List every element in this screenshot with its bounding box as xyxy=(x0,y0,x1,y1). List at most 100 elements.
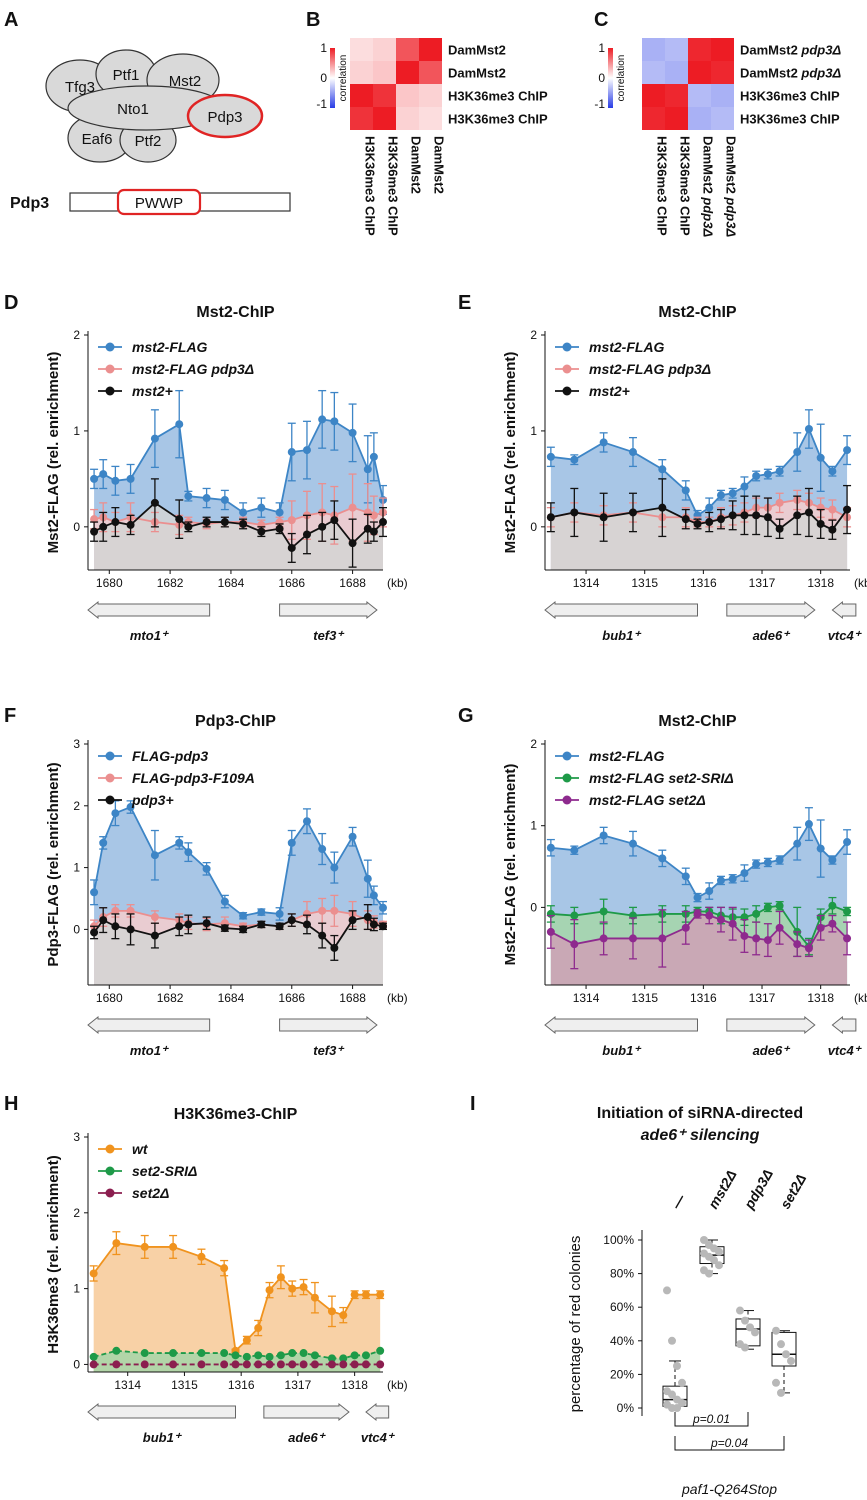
gene-label: mto1⁺ xyxy=(130,1043,170,1058)
data-point xyxy=(678,1398,686,1407)
data-point xyxy=(658,503,667,512)
data-point xyxy=(379,903,387,912)
subunit-label-tfg3: Tfg3 xyxy=(65,79,95,96)
data-point xyxy=(90,474,99,483)
legend-marker xyxy=(562,386,572,396)
legend-marker xyxy=(105,1166,115,1176)
subunit-label-nto1: Nto1 xyxy=(117,101,149,118)
data-point xyxy=(302,920,311,929)
data-point xyxy=(787,1356,795,1365)
data-point xyxy=(763,470,772,479)
data-point xyxy=(339,1360,348,1369)
heatmap-cell xyxy=(396,107,419,130)
subunit-label-pdp3: Pdp3 xyxy=(207,109,242,126)
data-point xyxy=(668,1390,676,1399)
data-point xyxy=(275,508,284,517)
x-tick-label: 1684 xyxy=(218,576,245,590)
gene-arrow xyxy=(87,1015,211,1035)
row-label: H3K36me3 ChIP xyxy=(740,89,840,104)
legend-marker xyxy=(105,1188,115,1198)
data-point xyxy=(376,1360,385,1369)
data-point xyxy=(763,903,772,912)
data-point xyxy=(681,486,690,495)
data-point xyxy=(302,909,311,918)
data-point xyxy=(150,931,159,940)
protein-label: Pdp3 xyxy=(10,195,49,212)
gene-label: bub1⁺ xyxy=(602,1043,642,1058)
data-point xyxy=(257,503,266,512)
data-point xyxy=(126,474,135,483)
data-point xyxy=(369,920,378,929)
data-point xyxy=(700,1236,708,1244)
heatmap-cell xyxy=(642,84,665,107)
data-point xyxy=(828,856,837,865)
chart-subtitle: ade6⁺ silencing xyxy=(641,1127,760,1144)
data-point xyxy=(275,524,284,533)
data-point xyxy=(348,503,357,512)
data-point xyxy=(299,1349,308,1358)
data-point xyxy=(350,1351,359,1360)
data-point xyxy=(828,505,837,514)
scale-tick-label: -1 xyxy=(316,97,327,111)
data-point xyxy=(150,851,159,860)
data-point xyxy=(242,1360,251,1369)
data-point xyxy=(658,934,667,943)
data-point xyxy=(570,455,579,464)
data-point xyxy=(220,897,229,906)
x-tick-label: 1317 xyxy=(749,576,776,590)
data-point xyxy=(716,515,725,524)
panel-label-i: I xyxy=(470,1093,476,1115)
scale-label: correlation xyxy=(616,55,627,102)
legend-marker xyxy=(105,386,115,396)
column-label: DamMst2 xyxy=(432,136,447,194)
row-label: DamMst2 xyxy=(448,66,506,81)
data-point xyxy=(746,1323,754,1332)
data-point xyxy=(318,845,327,854)
gene-arrow xyxy=(279,1015,378,1035)
line-chart-d: Mst2-ChIP 0 1 2 1680 1682 1684 1686 1688 (kb) Mst2… xyxy=(45,304,408,643)
data-point xyxy=(363,874,372,883)
data-point xyxy=(752,511,761,520)
legend-marker xyxy=(562,795,572,805)
data-point xyxy=(678,1378,686,1387)
data-point xyxy=(330,863,339,872)
panel-label-a: A xyxy=(4,9,18,31)
data-point xyxy=(843,505,852,514)
panel-label-h: H xyxy=(4,1093,18,1115)
p-value-label: p=0.01 xyxy=(692,1412,730,1426)
column-label: DamMst2 pdp3Δ xyxy=(724,136,739,237)
scale-tick-label: 0 xyxy=(320,71,327,85)
x-tick-label: 1680 xyxy=(96,991,123,1005)
y-tick-label: 80% xyxy=(610,1267,634,1281)
data-point xyxy=(310,1351,319,1360)
data-point xyxy=(570,508,579,517)
gene-label: tef3⁺ xyxy=(313,628,345,643)
chart-title: H3K36me3-ChIP xyxy=(174,1106,298,1123)
gene-label: ade6⁺ xyxy=(753,628,792,643)
data-point xyxy=(628,934,637,943)
legend-marker xyxy=(105,342,115,352)
data-point xyxy=(361,1360,370,1369)
data-point xyxy=(363,913,372,922)
legend-marker xyxy=(105,1144,115,1154)
x-tick-label: 1315 xyxy=(631,576,658,590)
x-tick-label: 1314 xyxy=(573,576,600,590)
scale-label: correlation xyxy=(338,55,349,102)
series-line xyxy=(93,916,384,950)
data-point xyxy=(599,934,608,943)
data-point xyxy=(339,1354,348,1363)
data-point xyxy=(705,503,714,512)
data-point xyxy=(628,508,637,517)
line-chart-g: Mst2-ChIP 0 1 2 1314 1315 1316 1317 1318 (kb) Mst2… xyxy=(502,713,867,1058)
group-label: mst2Δ xyxy=(705,1167,740,1211)
y-tick-label: 1 xyxy=(530,819,537,833)
legend-label: mst2-FLAG pdp3Δ xyxy=(132,361,254,377)
data-point xyxy=(99,916,108,925)
heatmap-cell xyxy=(711,84,734,107)
y-tick-label: 2 xyxy=(530,737,537,751)
data-point xyxy=(777,1388,785,1397)
series-line xyxy=(93,805,384,917)
data-point xyxy=(318,522,327,531)
data-point xyxy=(239,519,248,528)
data-point xyxy=(327,1360,336,1369)
